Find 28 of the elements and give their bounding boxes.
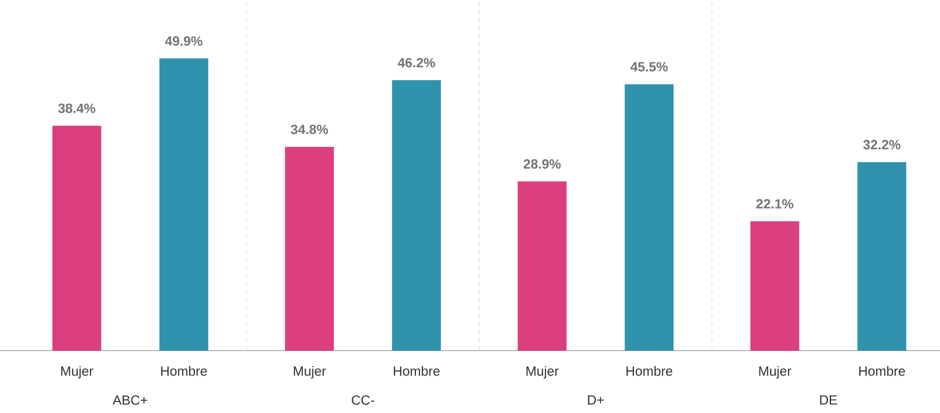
data-label: 38.4% <box>58 103 96 113</box>
bar <box>857 162 906 351</box>
data-label: 49.9% <box>165 36 202 46</box>
data-label: 28.9% <box>524 159 561 169</box>
x-tick-label: D+ <box>588 395 604 404</box>
bar <box>392 80 441 351</box>
bar <box>52 126 102 351</box>
x-tick-label: CC- <box>352 395 374 405</box>
x-tick-label: ABC+ <box>112 395 148 405</box>
series-label: Hombre <box>161 366 207 376</box>
text: Hombre <box>859 366 905 376</box>
text: Hombre <box>626 366 672 376</box>
text: Mujer <box>526 366 559 378</box>
bar <box>159 58 208 351</box>
bar <box>750 221 800 351</box>
text: Hombre <box>394 366 440 376</box>
text: Mujer <box>759 366 792 378</box>
data-label: 34.8% <box>290 124 328 134</box>
data-label: 46.2% <box>398 58 436 68</box>
data-label: 32.2% <box>863 140 900 150</box>
bar <box>285 146 334 351</box>
text: Mujer <box>294 366 326 378</box>
bar <box>624 84 674 351</box>
x-tick-label: DE <box>820 395 838 404</box>
data-label: 45.5% <box>630 62 668 72</box>
data-label: 22.1% <box>756 198 794 208</box>
bar <box>518 181 567 351</box>
series-label: Mujer <box>61 366 94 378</box>
